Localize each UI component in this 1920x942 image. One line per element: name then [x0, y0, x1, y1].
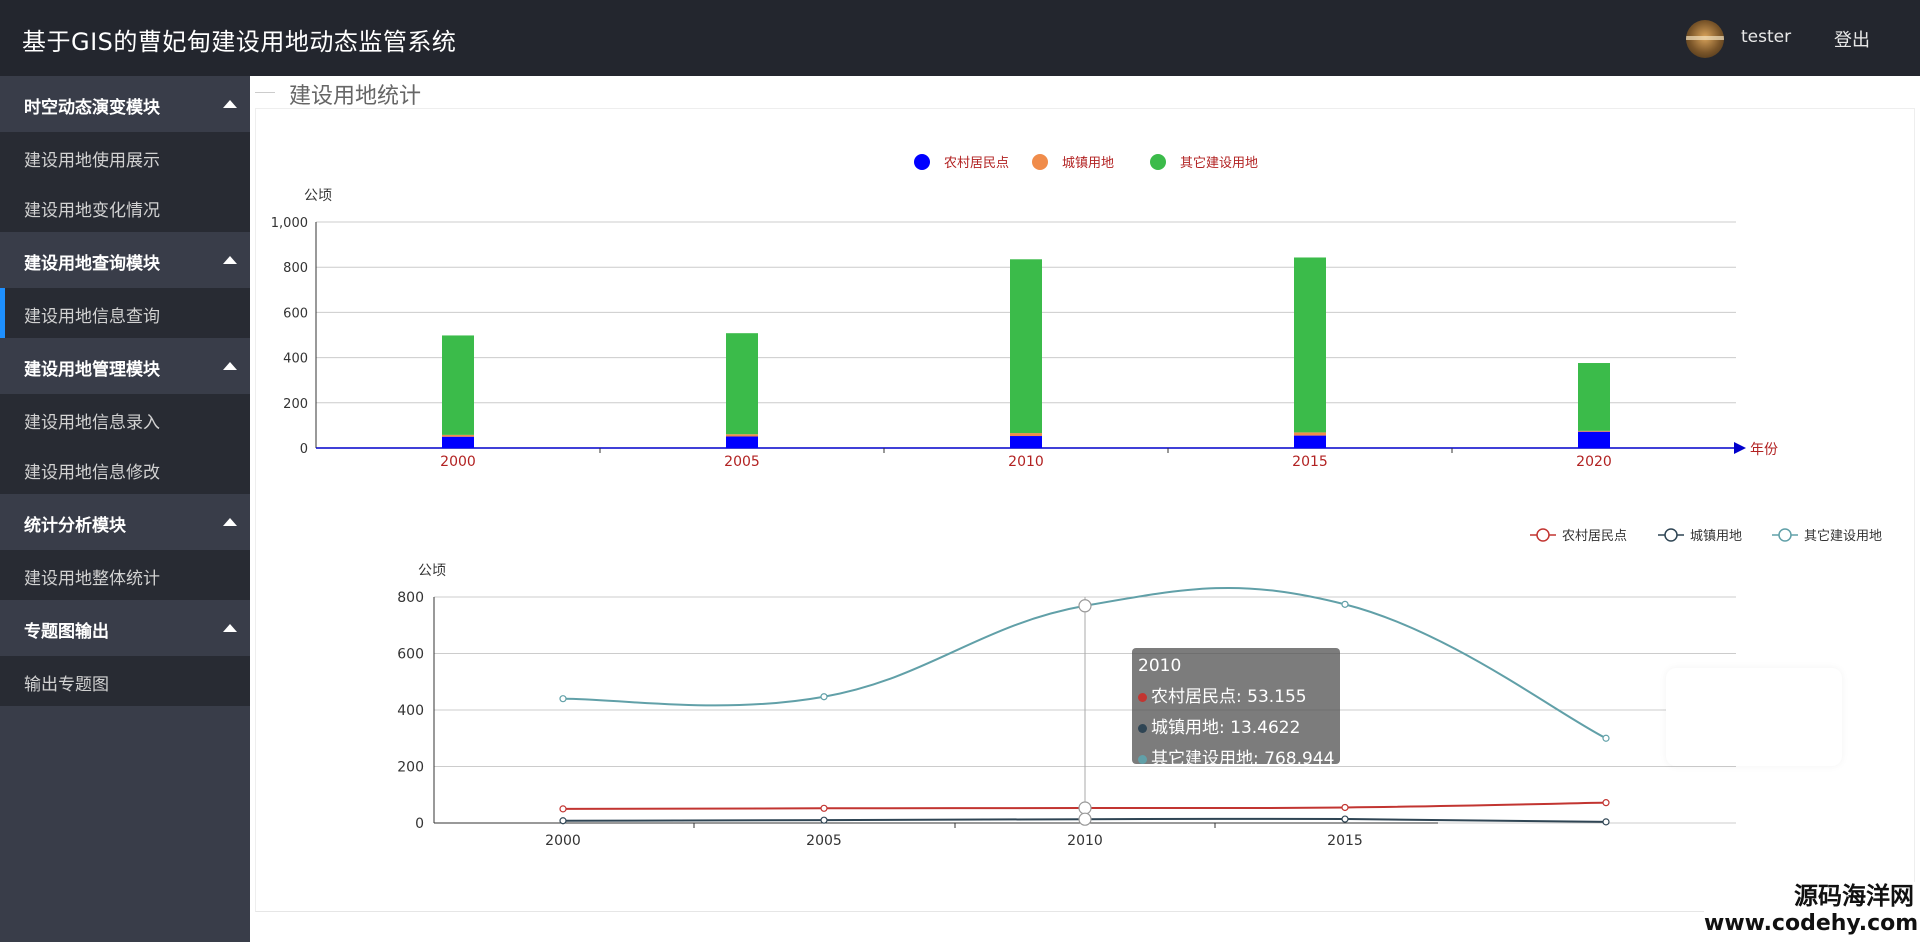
- watermark: 源码海洋网 www.codehy.com: [1704, 882, 1920, 942]
- app-title: 基于GIS的曹妃甸建设用地动态监管系统: [22, 28, 457, 56]
- chevron-up-icon: [223, 518, 237, 526]
- sidebar-item-export-map[interactable]: 输出专题图: [0, 656, 250, 706]
- menu-group-label: 建设用地管理模块: [24, 360, 160, 380]
- sidebar-item-label: 建设用地整体统计: [24, 569, 160, 589]
- sidebar-item-label: 建设用地使用展示: [24, 151, 160, 171]
- chevron-up-icon: [223, 624, 237, 632]
- tooltip-row-text: 其它建设用地: 768.944: [1151, 749, 1335, 769]
- tooltip-row-text: 农村居民点: 53.155: [1151, 687, 1307, 707]
- menu-group-label: 专题图输出: [24, 622, 109, 642]
- chevron-up-icon: [223, 256, 237, 264]
- series-dot-icon: [1138, 723, 1147, 733]
- menu-group-statistics[interactable]: 统计分析模块: [0, 494, 250, 550]
- sidebar-item-usage-display[interactable]: 建设用地使用展示: [0, 132, 250, 182]
- sidebar-item-info-edit[interactable]: 建设用地信息修改: [0, 444, 250, 494]
- tooltip-row: 城镇用地: 13.4622: [1138, 713, 1334, 738]
- user-avatar[interactable]: [1686, 20, 1724, 58]
- page-title: 建设用地统计: [289, 84, 422, 109]
- tooltip-row: 农村居民点: 53.155: [1138, 682, 1334, 707]
- watermark-line2: www.codehy.com: [1704, 911, 1919, 936]
- watermark-line1: 源码海洋网: [1794, 882, 1914, 910]
- series-dot-icon: [1138, 692, 1147, 702]
- top-header: 基于GIS的曹妃甸建设用地动态监管系统 tester 登出: [0, 0, 1920, 76]
- series-dot-icon: [1138, 754, 1147, 764]
- sidebar-item-info-entry[interactable]: 建设用地信息录入: [0, 394, 250, 444]
- menu-group-management[interactable]: 建设用地管理模块: [0, 338, 250, 394]
- sidebar-item-label: 建设用地信息录入: [24, 413, 160, 433]
- sidebar-item-label: 建设用地变化情况: [24, 201, 160, 221]
- sidebar-item-label: 输出专题图: [24, 675, 109, 695]
- sidebar-item-label: 建设用地信息修改: [24, 463, 160, 483]
- chevron-up-icon: [223, 362, 237, 370]
- sidebar-item-overall-statistics[interactable]: 建设用地整体统计: [0, 550, 250, 600]
- menu-group-query[interactable]: 建设用地查询模块: [0, 232, 250, 288]
- menu-group-label: 建设用地查询模块: [24, 254, 160, 274]
- sidebar-item-label: 建设用地信息查询: [24, 307, 160, 327]
- chart-card: [255, 108, 1915, 912]
- blank-overlay-panel: [1666, 668, 1842, 766]
- menu-group-label: 统计分析模块: [24, 516, 126, 536]
- menu-group-label: 时空动态演变模块: [24, 98, 160, 118]
- chart-tooltip: 2010 农村居民点: 53.155 城镇用地: 13.4622 其它建设用地:…: [1132, 648, 1340, 769]
- tooltip-row: 其它建设用地: 768.944: [1138, 744, 1334, 769]
- logout-button[interactable]: 登出: [1834, 30, 1870, 51]
- sidebar-item-change-status[interactable]: 建设用地变化情况: [0, 182, 250, 232]
- sidebar: 时空动态演变模块 建设用地使用展示 建设用地变化情况 建设用地查询模块 建设用地…: [0, 76, 250, 942]
- menu-group-spatiotemporal[interactable]: 时空动态演变模块: [0, 76, 250, 132]
- sidebar-item-info-query[interactable]: 建设用地信息查询: [0, 288, 250, 338]
- tooltip-row-text: 城镇用地: 13.4622: [1151, 718, 1301, 738]
- menu-group-thematic-map[interactable]: 专题图输出: [0, 600, 250, 656]
- username-label[interactable]: tester: [1741, 27, 1792, 47]
- chevron-up-icon: [223, 100, 237, 108]
- tooltip-category: 2010: [1138, 656, 1182, 676]
- title-divider: [255, 92, 275, 93]
